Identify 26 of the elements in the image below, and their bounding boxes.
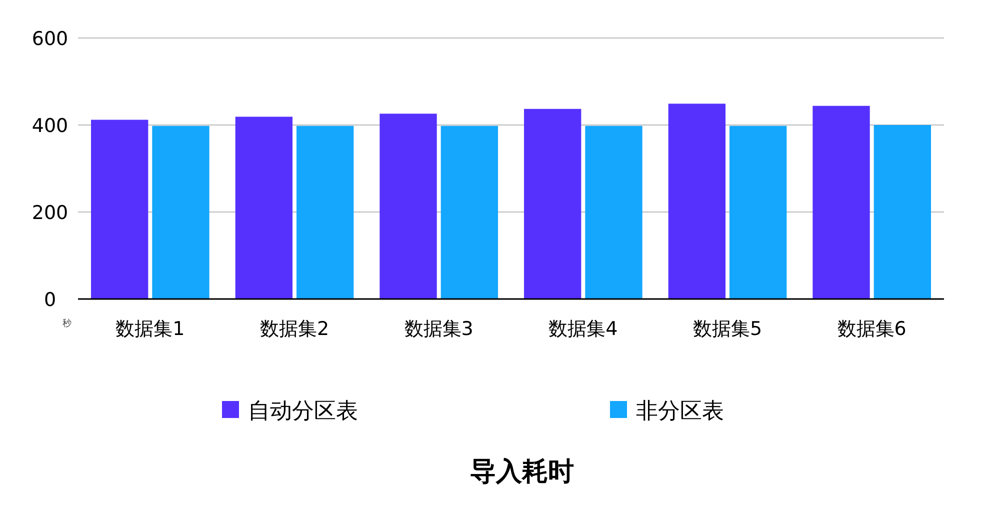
y-tick-label: 400 [32, 115, 68, 137]
legend-label: 自动分区表 [248, 399, 358, 424]
x-tick-label: 数据集1 [116, 318, 185, 340]
x-tick-label: 数据集3 [404, 318, 474, 340]
y-tick-label: 200 [32, 202, 68, 224]
bar [730, 126, 787, 299]
bar [91, 120, 148, 299]
y-tick-label: 600 [32, 28, 68, 50]
bar [874, 125, 931, 299]
x-tick-label: 数据集2 [260, 318, 330, 340]
bar [296, 126, 354, 299]
bar [440, 126, 498, 299]
y-axis-title: 秒 [62, 318, 72, 329]
bar [235, 116, 292, 299]
y-tick-label: 0 [44, 289, 56, 311]
bar [380, 114, 437, 299]
bar [524, 108, 582, 299]
bar [668, 104, 726, 299]
bar [585, 126, 642, 299]
x-tick-label: 数据集4 [548, 318, 618, 340]
bar [152, 126, 210, 299]
x-tick-label: 数据集5 [692, 318, 762, 340]
legend-label: 非分区表 [636, 399, 724, 424]
text: 导入耗时 [470, 457, 574, 487]
x-tick-label: 数据集6 [837, 318, 906, 340]
bar [812, 106, 870, 299]
